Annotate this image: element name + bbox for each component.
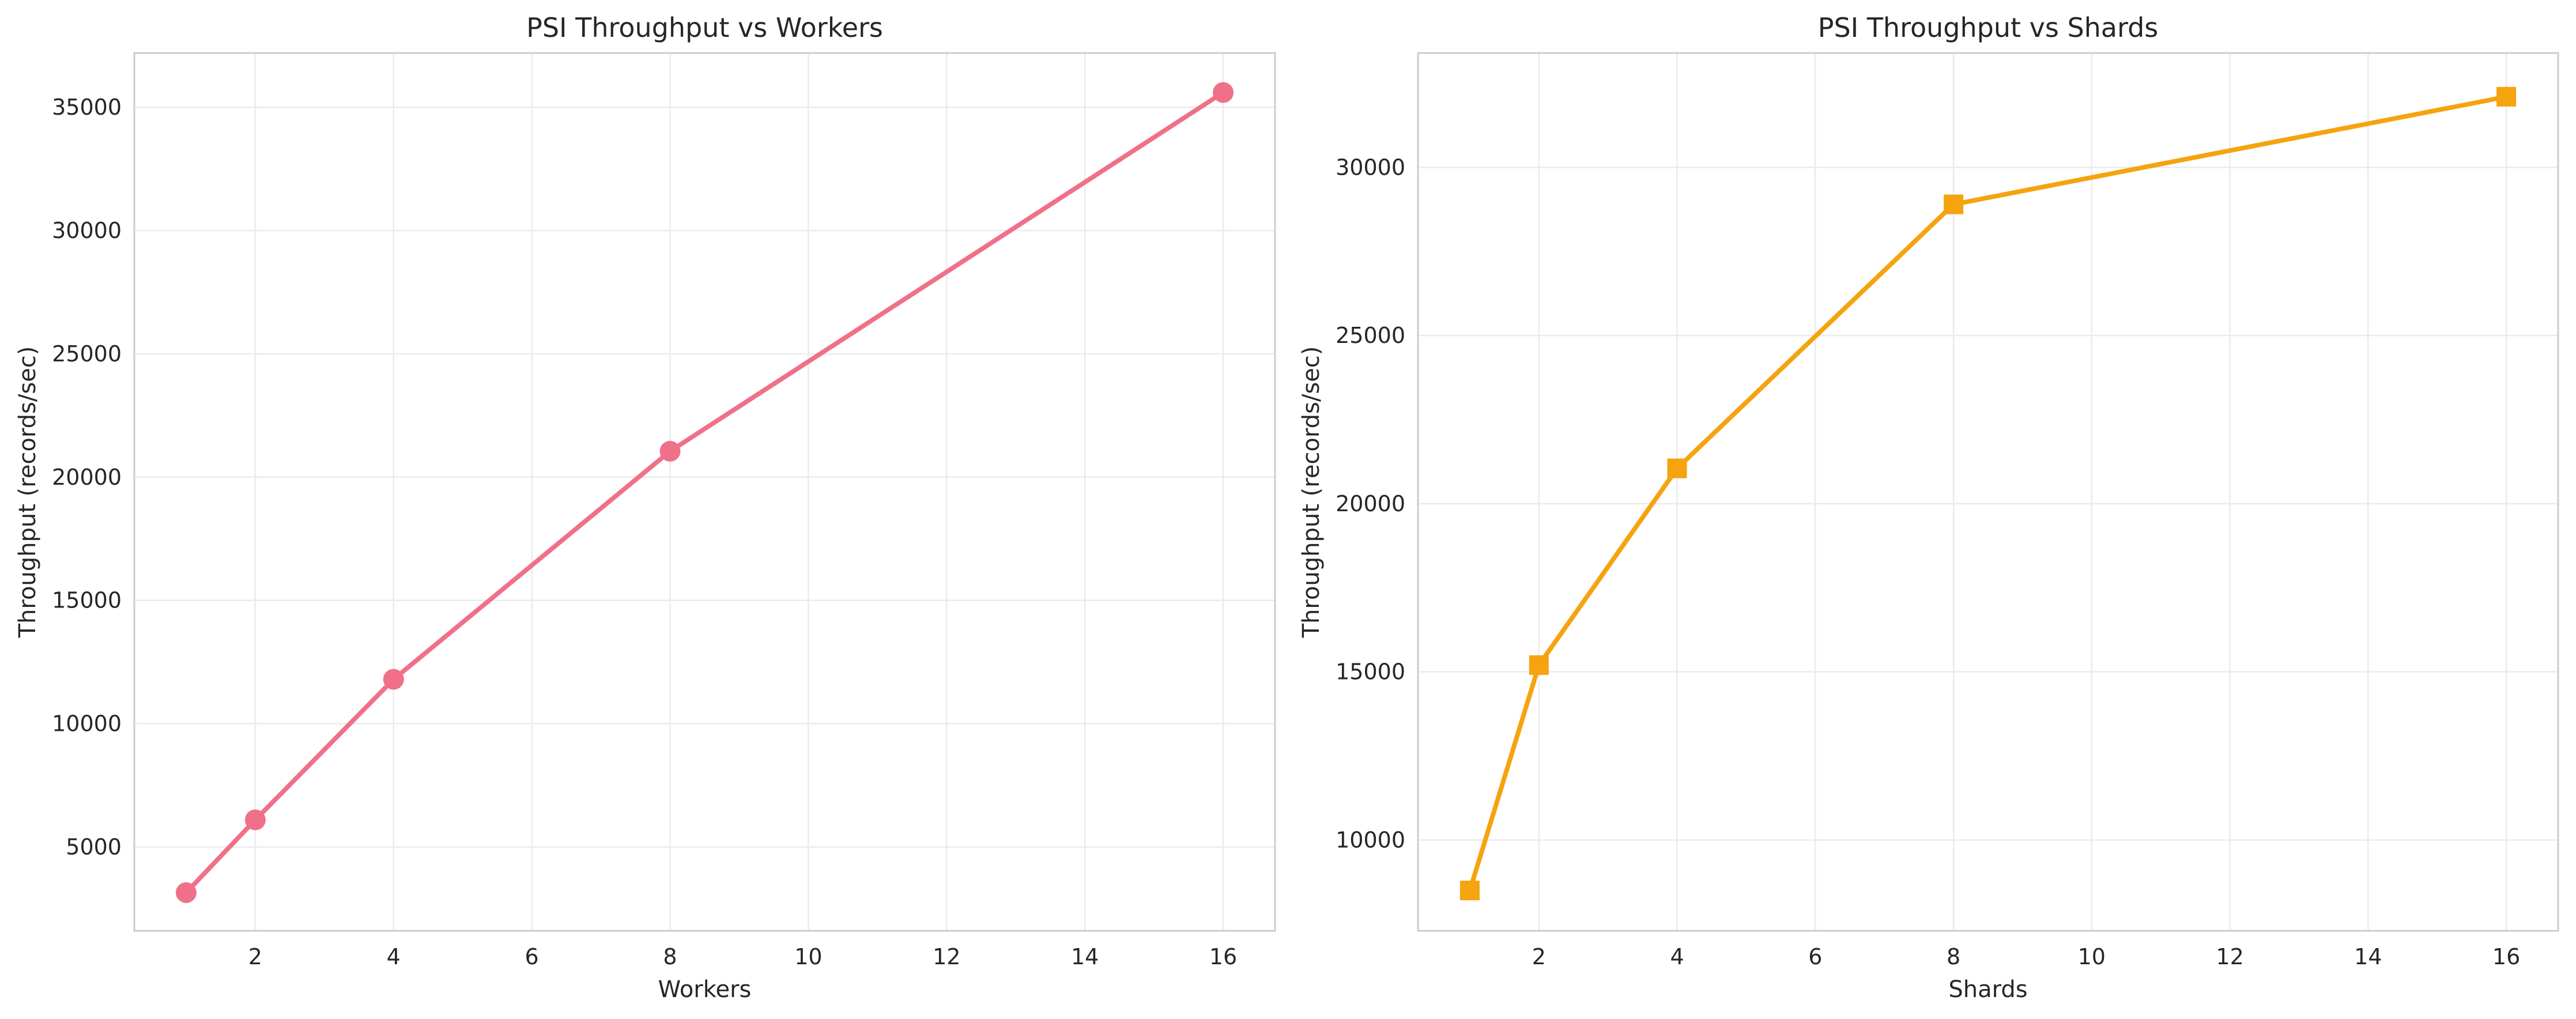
chart-1-y-tick-label: 10000 bbox=[52, 711, 122, 737]
chart-1-y-tick-label: 30000 bbox=[52, 218, 122, 243]
chart-2: 2 4 6 8 10 12 14 16 10000 15000 20000 25000 30000 PSI… bbox=[1298, 12, 2559, 1003]
chart-2-plot-area bbox=[1418, 53, 2558, 931]
chart-2-x-tick-label: 4 bbox=[1670, 944, 1684, 969]
chart-1: 2 4 6 8 10 12 14 16 5000 10000 15000 20000 25000 3000… bbox=[14, 12, 1276, 1003]
chart-2-frame bbox=[1417, 52, 2559, 932]
chart-2-data-point bbox=[1944, 194, 1964, 214]
chart-1-y-tick-label: 35000 bbox=[52, 95, 122, 120]
chart-1-y-tick-label: 25000 bbox=[52, 341, 122, 367]
chart-1-x-tick-label: 6 bbox=[525, 944, 539, 969]
chart-1-x-tick-label: 10 bbox=[794, 944, 822, 969]
chart-2-x-tick-label: 14 bbox=[2354, 944, 2382, 969]
chart-1-y-axis-label: Throughput (records/sec) bbox=[14, 346, 41, 639]
chart-2-x-tick-label: 16 bbox=[2492, 944, 2520, 969]
chart-2-x-tick-label: 10 bbox=[2078, 944, 2106, 969]
chart-1-data-point bbox=[244, 809, 266, 831]
chart-1-plot-area bbox=[134, 53, 1275, 931]
chart-2-x-tick-label: 8 bbox=[1947, 944, 1960, 969]
chart-2-x-tick-label: 6 bbox=[1808, 944, 1822, 969]
chart-1-data-point bbox=[659, 440, 681, 462]
chart-2-x-tick-label: 12 bbox=[2216, 944, 2243, 969]
chart-2-y-tick-label: 25000 bbox=[1336, 323, 1405, 348]
chart-2-data-point bbox=[1529, 655, 1549, 675]
chart-2-x-tick-label: 2 bbox=[1532, 944, 1546, 969]
chart-1-x-axis-label: Workers bbox=[658, 976, 752, 1003]
chart-2-data-point bbox=[2496, 86, 2517, 107]
chart-1-frame bbox=[133, 52, 1276, 932]
chart-1-y-tick-label: 15000 bbox=[52, 588, 122, 613]
chart-1-data-point bbox=[175, 882, 197, 903]
chart-2-data-point bbox=[1459, 880, 1480, 900]
chart-2-y-tick-label: 20000 bbox=[1336, 491, 1405, 516]
chart-2-y-tick-label: 30000 bbox=[1336, 154, 1405, 180]
chart-1-x-tick-label: 12 bbox=[933, 944, 960, 969]
chart-2-data-point bbox=[1667, 458, 1687, 478]
chart-1-x-tick-label: 14 bbox=[1071, 944, 1099, 969]
chart-2-y-tick-label: 15000 bbox=[1336, 659, 1405, 685]
chart-1-x-tick-label: 2 bbox=[248, 944, 262, 969]
chart-2-title: PSI Throughput vs Shards bbox=[1818, 12, 2159, 43]
chart-1-y-tick-label: 20000 bbox=[52, 465, 122, 490]
chart-2-x-axis-label: Shards bbox=[1948, 976, 2027, 1003]
chart-1-x-tick-label: 16 bbox=[1209, 944, 1237, 969]
chart-1-title: PSI Throughput vs Workers bbox=[526, 12, 883, 43]
chart-1-y-tick-label: 5000 bbox=[66, 835, 122, 860]
chart-2-y-axis-label: Throughput (records/sec) bbox=[1298, 346, 1325, 639]
chart-1-data-point bbox=[1213, 82, 1234, 103]
chart-1-x-tick-label: 4 bbox=[387, 944, 401, 969]
chart-1-x-tick-label: 8 bbox=[663, 944, 677, 969]
chart-1-data-point bbox=[383, 669, 404, 690]
chart-2-y-tick-label: 10000 bbox=[1336, 827, 1405, 852]
